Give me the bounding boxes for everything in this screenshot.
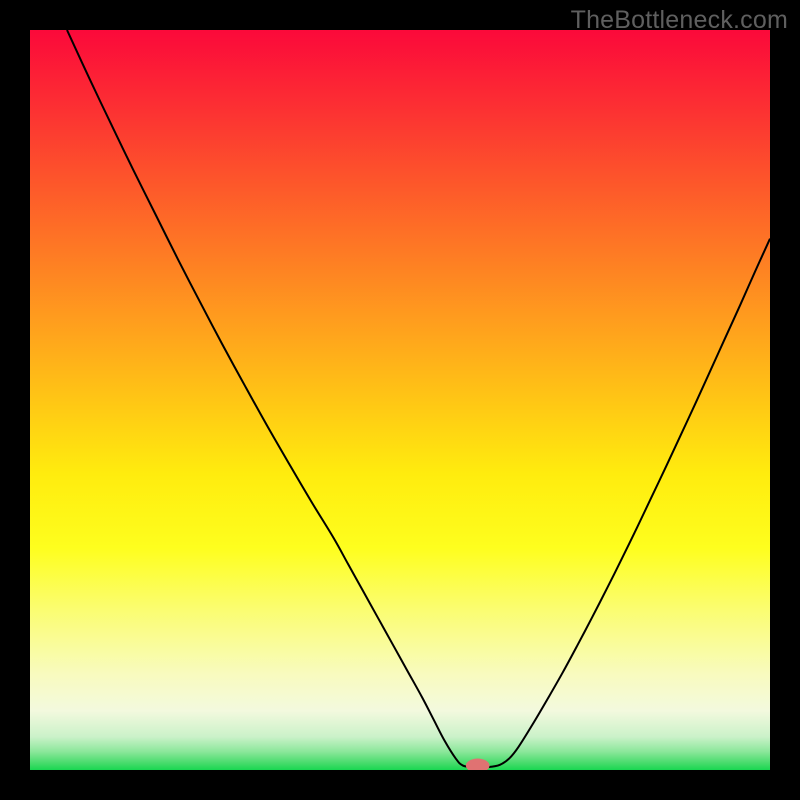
plot-area	[30, 30, 770, 770]
chart-frame: TheBottleneck.com	[0, 0, 800, 800]
bottleneck-curve-chart	[30, 30, 770, 770]
